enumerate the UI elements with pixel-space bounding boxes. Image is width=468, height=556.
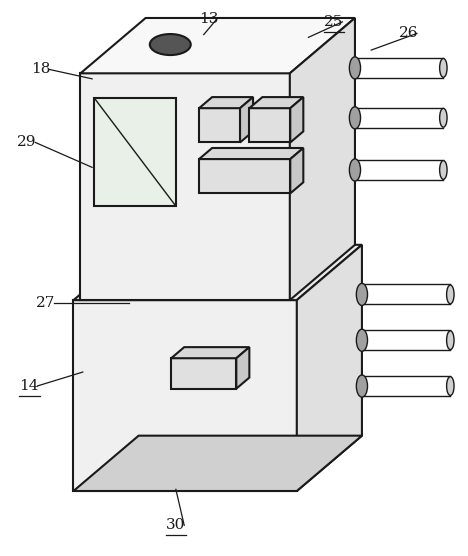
Polygon shape	[290, 18, 355, 300]
Text: 25: 25	[324, 15, 344, 29]
Polygon shape	[297, 245, 362, 491]
Text: 13: 13	[199, 12, 218, 26]
Ellipse shape	[439, 161, 447, 180]
Polygon shape	[73, 436, 362, 491]
Polygon shape	[290, 148, 303, 193]
Bar	[171, 358, 236, 389]
Polygon shape	[73, 245, 362, 300]
Ellipse shape	[350, 159, 360, 181]
Ellipse shape	[439, 58, 447, 77]
Polygon shape	[240, 97, 253, 142]
Text: 27: 27	[36, 296, 55, 310]
Polygon shape	[73, 300, 297, 491]
Ellipse shape	[446, 285, 454, 304]
Polygon shape	[249, 97, 303, 108]
Ellipse shape	[356, 284, 367, 305]
Ellipse shape	[150, 34, 191, 55]
Polygon shape	[236, 347, 249, 389]
Ellipse shape	[356, 375, 367, 397]
Bar	[249, 108, 290, 142]
Text: 26: 26	[399, 27, 418, 41]
Polygon shape	[199, 97, 253, 108]
Ellipse shape	[439, 108, 447, 127]
Ellipse shape	[446, 331, 454, 350]
Bar	[95, 98, 176, 206]
Polygon shape	[290, 97, 303, 142]
Bar	[199, 108, 240, 142]
Text: 14: 14	[20, 379, 39, 393]
Polygon shape	[199, 148, 303, 159]
Ellipse shape	[446, 376, 454, 395]
Ellipse shape	[350, 107, 360, 129]
Polygon shape	[80, 73, 290, 300]
Ellipse shape	[350, 57, 360, 79]
Polygon shape	[80, 18, 355, 73]
Polygon shape	[171, 347, 249, 358]
Text: 18: 18	[31, 62, 51, 76]
Text: 29: 29	[17, 136, 37, 150]
Ellipse shape	[356, 329, 367, 351]
Bar	[199, 159, 290, 193]
Text: 30: 30	[166, 518, 185, 532]
